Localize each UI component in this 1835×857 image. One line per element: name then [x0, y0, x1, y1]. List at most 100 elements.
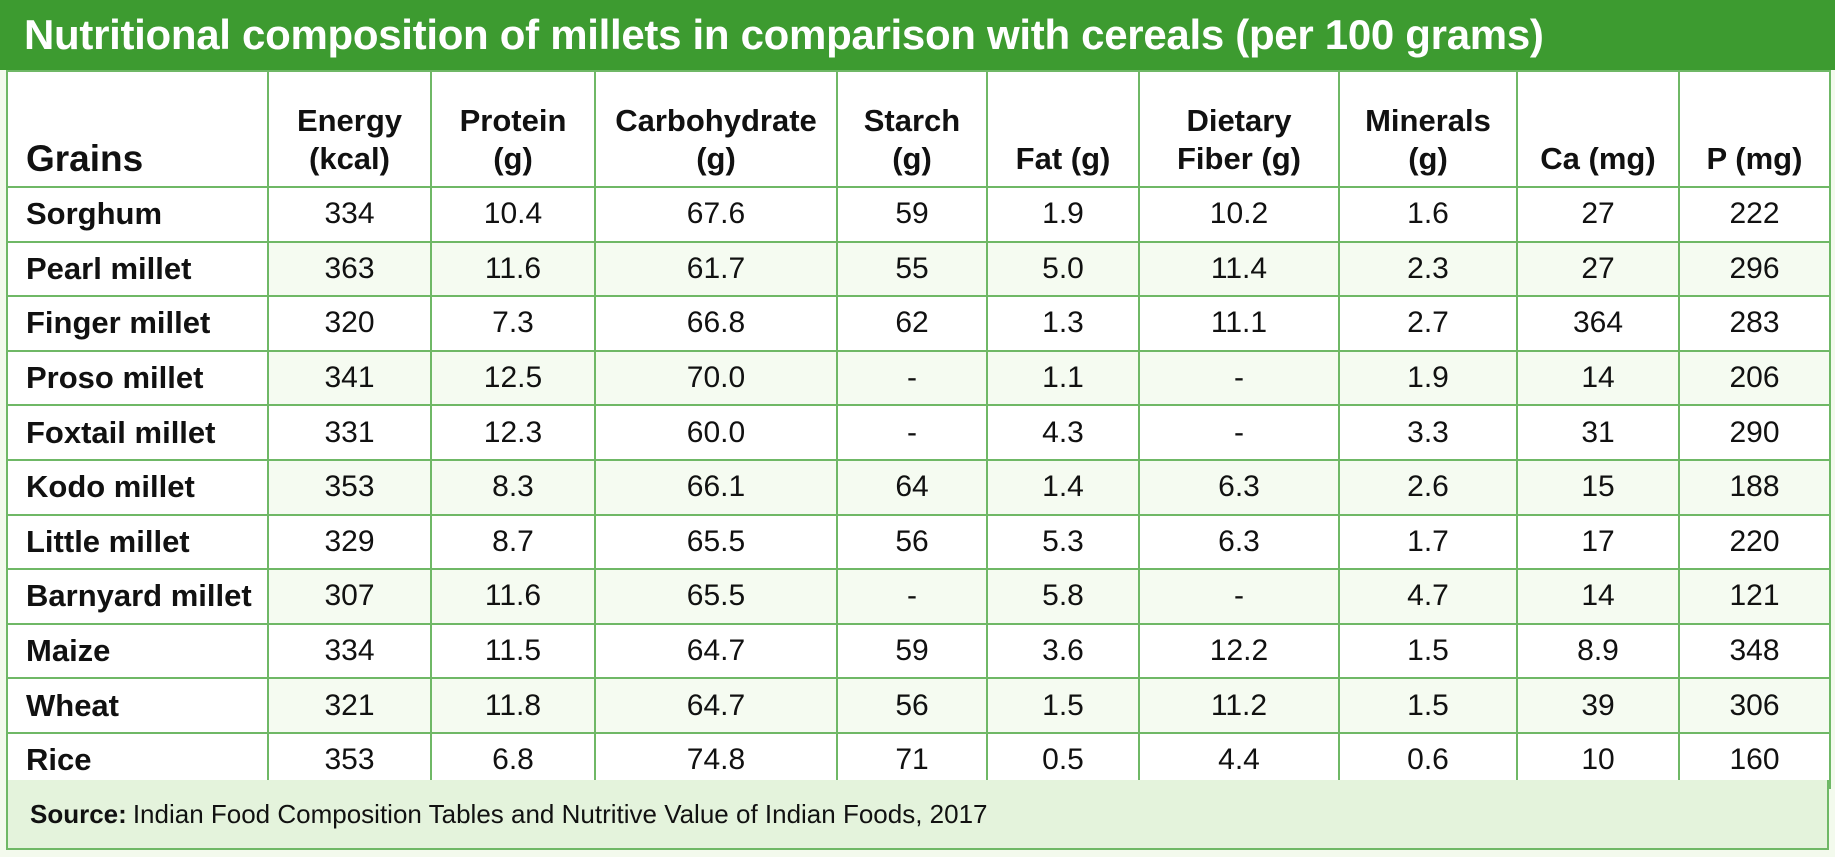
value-cell: 64: [836, 458, 988, 516]
value-cell: 12.5: [430, 349, 596, 407]
grain-name-cell: Wheat: [6, 677, 269, 734]
value-cell: 331: [267, 404, 432, 461]
value-cell: 27: [1516, 186, 1680, 243]
value-cell: 222: [1678, 186, 1831, 243]
column-header-line: (kcal): [309, 141, 390, 176]
value-cell: 7.3: [430, 295, 596, 352]
value-cell: -: [1138, 349, 1340, 407]
value-cell: 2.6: [1338, 458, 1518, 516]
value-cell: 1.3: [986, 295, 1140, 352]
value-cell: 70.0: [594, 349, 838, 407]
value-cell: 290: [1678, 404, 1831, 461]
grain-name-cell: Maize: [6, 622, 269, 680]
value-cell: 296: [1678, 240, 1831, 298]
value-cell: 6.3: [1138, 513, 1340, 571]
column-header: Dietary Fiber (g): [1138, 70, 1340, 188]
value-cell: 66.1: [594, 458, 838, 516]
value-cell: 1.9: [1338, 349, 1518, 407]
table-header-row: Grains Energy (kcal) Protein (g) Carbohydrate…: [6, 70, 1831, 188]
grain-name-cell: Proso millet: [6, 349, 269, 407]
value-cell: 31: [1516, 404, 1680, 461]
table-row: Sorghum 334 10.4 67.6 59 1.9 10.2 1.6 27 222: [6, 186, 1831, 243]
value-cell: 62: [836, 295, 988, 352]
page-title: Nutritional composition of millets in co…: [0, 0, 1835, 70]
value-cell: 1.5: [1338, 677, 1518, 734]
grain-name-cell: Barnyard millet: [6, 568, 269, 625]
grain-name-cell: Foxtail millet: [6, 404, 269, 461]
column-header: Starch (g): [836, 70, 988, 188]
table-row: Wheat 321 11.8 64.7 56 1.5 11.2 1.5 39 306: [6, 677, 1831, 734]
value-cell: 320: [267, 295, 432, 352]
column-header: Protein (g): [430, 70, 596, 188]
value-cell: 5.8: [986, 568, 1140, 625]
column-header-line: (g): [892, 141, 932, 176]
value-cell: 1.6: [1338, 186, 1518, 243]
value-cell: 11.6: [430, 568, 596, 625]
value-cell: 11.5: [430, 622, 596, 680]
value-cell: 4.4: [1138, 731, 1340, 789]
value-cell: 71: [836, 731, 988, 789]
grain-name-cell: Sorghum: [6, 186, 269, 243]
grain-name-cell: Kodo millet: [6, 458, 269, 516]
value-cell: 220: [1678, 513, 1831, 571]
value-cell: 64.7: [594, 622, 838, 680]
value-cell: 55: [836, 240, 988, 298]
value-cell: 8.3: [430, 458, 596, 516]
column-header-line: Minerals: [1365, 103, 1491, 138]
column-header-line: Dietary: [1186, 103, 1292, 138]
value-cell: 1.1: [986, 349, 1140, 407]
value-cell: 121: [1678, 568, 1831, 625]
value-cell: 17: [1516, 513, 1680, 571]
value-cell: 10.2: [1138, 186, 1340, 243]
table-row: Kodo millet 353 8.3 66.1 64 1.4 6.3 2.6 15 188: [6, 458, 1831, 516]
value-cell: 2.7: [1338, 295, 1518, 352]
value-cell: 10.4: [430, 186, 596, 243]
value-cell: 353: [267, 458, 432, 516]
value-cell: 4.7: [1338, 568, 1518, 625]
column-header-line: Grains: [26, 138, 144, 179]
value-cell: 74.8: [594, 731, 838, 789]
column-header-line: Ca (mg): [1540, 141, 1656, 176]
table-body: Sorghum 334 10.4 67.6 59 1.9 10.2 1.6 27 222 Pearl…: [6, 186, 1831, 789]
column-header-line: P (mg): [1706, 141, 1803, 176]
value-cell: 307: [267, 568, 432, 625]
value-cell: 8.7: [430, 513, 596, 571]
value-cell: 11.8: [430, 677, 596, 734]
value-cell: 1.4: [986, 458, 1140, 516]
source-note: Source: Indian Food Composition Tables a…: [6, 780, 1829, 850]
value-cell: -: [836, 349, 988, 407]
value-cell: 11.2: [1138, 677, 1340, 734]
column-header: Fat (g): [986, 70, 1140, 188]
value-cell: 334: [267, 622, 432, 680]
value-cell: 1.5: [1338, 622, 1518, 680]
value-cell: -: [1138, 404, 1340, 461]
table-row: Barnyard millet 307 11.6 65.5-5.8-4.7 14 121: [6, 568, 1831, 625]
value-cell: 4.3: [986, 404, 1140, 461]
value-cell: 11.6: [430, 240, 596, 298]
value-cell: 348: [1678, 622, 1831, 680]
value-cell: 283: [1678, 295, 1831, 352]
column-header-line: Energy: [296, 103, 403, 138]
value-cell: 364: [1516, 295, 1680, 352]
value-cell: 56: [836, 677, 988, 734]
value-cell: 15: [1516, 458, 1680, 516]
value-cell: 3.6: [986, 622, 1140, 680]
value-cell: 341: [267, 349, 432, 407]
source-text: Indian Food Composition Tables and Nutri…: [132, 798, 988, 829]
value-cell: 64.7: [594, 677, 838, 734]
column-header-line: Carbohydrate: [615, 103, 817, 138]
column-header: Grains: [6, 70, 269, 188]
value-cell: 12.3: [430, 404, 596, 461]
value-cell: 11.1: [1138, 295, 1340, 352]
value-cell: 11.4: [1138, 240, 1340, 298]
table-row: Rice 353 6.8 74.8 71 0.5 4.4 0.6 10 160: [6, 731, 1831, 789]
table-row: Finger millet 320 7.3 66.8 62 1.3 11.1 2.7 364 28…: [6, 295, 1831, 352]
column-header: Energy (kcal): [267, 70, 432, 188]
value-cell: 14: [1516, 349, 1680, 407]
column-header-line: (g): [493, 141, 533, 176]
table-row: Proso millet 341 12.5 70.0-1.1-1.9 14 206: [6, 349, 1831, 407]
value-cell: 56: [836, 513, 988, 571]
value-cell: 59: [836, 622, 988, 680]
value-cell: 160: [1678, 731, 1831, 789]
